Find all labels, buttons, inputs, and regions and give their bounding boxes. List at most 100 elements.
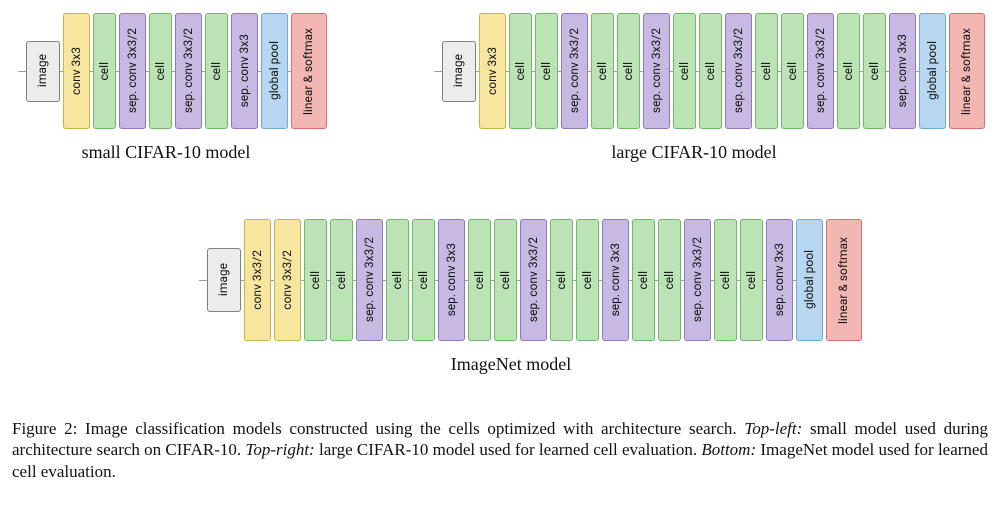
block-conv: conv 3x3/2 (244, 219, 271, 341)
caption-part-text: large CIFAR-10 model used for learned ce… (315, 440, 702, 459)
block-sepconv: sep. conv 3x3/2 (356, 219, 383, 341)
model-row-large: imageconv 3x3cellcellsep. conv 3x3/2cell… (440, 14, 986, 128)
block-cell: cell (535, 13, 558, 129)
block-label: cell (210, 62, 223, 80)
block-softmax: linear & softmax (291, 13, 327, 129)
block-cell: cell (714, 219, 737, 341)
block-label: cell (596, 62, 609, 80)
block-label: cell (868, 62, 881, 80)
block-cell: cell (673, 13, 696, 129)
block-label: global pool (926, 41, 939, 100)
block-label: sep. conv 3x3/2 (182, 28, 195, 113)
block-label: conv 3x3 (486, 47, 499, 95)
block-sepconv: sep. conv 3x3/2 (119, 13, 146, 129)
block-image: image (442, 41, 476, 102)
block-sepconv: sep. conv 3x3 (889, 13, 916, 129)
block-label: cell (555, 271, 568, 289)
block-image: image (207, 248, 241, 312)
block-cell: cell (468, 219, 491, 341)
block-sepconv: sep. conv 3x3/2 (561, 13, 588, 129)
model-label-large: large CIFAR-10 model (440, 142, 948, 163)
block-label: cell (473, 271, 486, 289)
block-label: cell (842, 62, 855, 80)
block-label: cell (637, 271, 650, 289)
block-cell: cell (386, 219, 409, 341)
block-sepconv: sep. conv 3x3/2 (684, 219, 711, 341)
model-label-small: small CIFAR-10 model (24, 142, 308, 163)
block-label: linear & softmax (837, 237, 850, 324)
block-cell: cell (93, 13, 116, 129)
caption-part-label: Top-left: (744, 419, 802, 438)
block-label: sep. conv 3x3/2 (363, 237, 376, 322)
block-sepconv: sep. conv 3x3/2 (643, 13, 670, 129)
block-cell: cell (755, 13, 778, 129)
model-label-imagenet: ImageNet model (205, 354, 817, 375)
block-conv: conv 3x3 (479, 13, 506, 129)
block-label: sep. conv 3x3 (896, 34, 909, 107)
block-label: sep. conv 3x3/2 (568, 28, 581, 113)
block-label: cell (704, 62, 717, 80)
block-label: global pool (803, 250, 816, 309)
block-cell: cell (837, 13, 860, 129)
block-pool: global pool (261, 13, 288, 129)
block-label: cell (309, 271, 322, 289)
block-label: cell (581, 271, 594, 289)
block-sepconv: sep. conv 3x3 (438, 219, 465, 341)
block-cell: cell (330, 219, 353, 341)
block-cell: cell (509, 13, 532, 129)
block-label: sep. conv 3x3 (238, 34, 251, 107)
block-conv: conv 3x3/2 (274, 219, 301, 341)
block-label: image (217, 263, 230, 296)
block-sepconv: sep. conv 3x3/2 (725, 13, 752, 129)
block-label: cell (745, 271, 758, 289)
block-softmax: linear & softmax (826, 219, 862, 341)
block-cell: cell (494, 219, 517, 341)
block-label: cell (417, 271, 430, 289)
block-label: sep. conv 3x3/2 (691, 237, 704, 322)
block-label: sep. conv 3x3 (609, 243, 622, 316)
block-label: sep. conv 3x3 (445, 243, 458, 316)
block-label: cell (622, 62, 635, 80)
block-label: cell (98, 62, 111, 80)
block-label: cell (335, 271, 348, 289)
block-sepconv: sep. conv 3x3/2 (175, 13, 202, 129)
block-sepconv: sep. conv 3x3 (602, 219, 629, 341)
caption-part-label: Bottom: (701, 440, 756, 459)
block-cell: cell (699, 13, 722, 129)
block-sepconv: sep. conv 3x3 (231, 13, 258, 129)
block-label: cell (719, 271, 732, 289)
block-cell: cell (576, 219, 599, 341)
block-cell: cell (550, 219, 573, 341)
block-label: linear & softmax (960, 28, 973, 115)
block-label: sep. conv 3x3/2 (732, 28, 745, 113)
block-label: sep. conv 3x3/2 (814, 28, 827, 113)
caption-part-label: Top-right: (245, 440, 314, 459)
block-label: image (36, 54, 49, 87)
block-label: cell (678, 62, 691, 80)
block-pool: global pool (796, 219, 823, 341)
block-label: cell (786, 62, 799, 80)
block-label: conv 3x3 (70, 47, 83, 95)
block-label: sep. conv 3x3/2 (126, 28, 139, 113)
block-cell: cell (632, 219, 655, 341)
block-sepconv: sep. conv 3x3 (766, 219, 793, 341)
block-label: sep. conv 3x3 (773, 243, 786, 316)
block-pool: global pool (919, 13, 946, 129)
block-cell: cell (591, 13, 614, 129)
block-label: global pool (268, 41, 281, 100)
block-label: cell (663, 271, 676, 289)
block-cell: cell (740, 219, 763, 341)
block-label: image (452, 54, 465, 87)
block-image: image (26, 41, 60, 102)
block-label: conv 3x3/2 (251, 250, 264, 310)
block-label: cell (154, 62, 167, 80)
block-label: conv 3x3/2 (281, 250, 294, 310)
block-label: sep. conv 3x3/2 (650, 28, 663, 113)
block-cell: cell (863, 13, 886, 129)
block-cell: cell (304, 219, 327, 341)
block-label: sep. conv 3x3/2 (527, 237, 540, 322)
figure-caption: Figure 2: Image classification models co… (12, 418, 988, 482)
block-label: cell (760, 62, 773, 80)
block-cell: cell (412, 219, 435, 341)
block-softmax: linear & softmax (949, 13, 985, 129)
